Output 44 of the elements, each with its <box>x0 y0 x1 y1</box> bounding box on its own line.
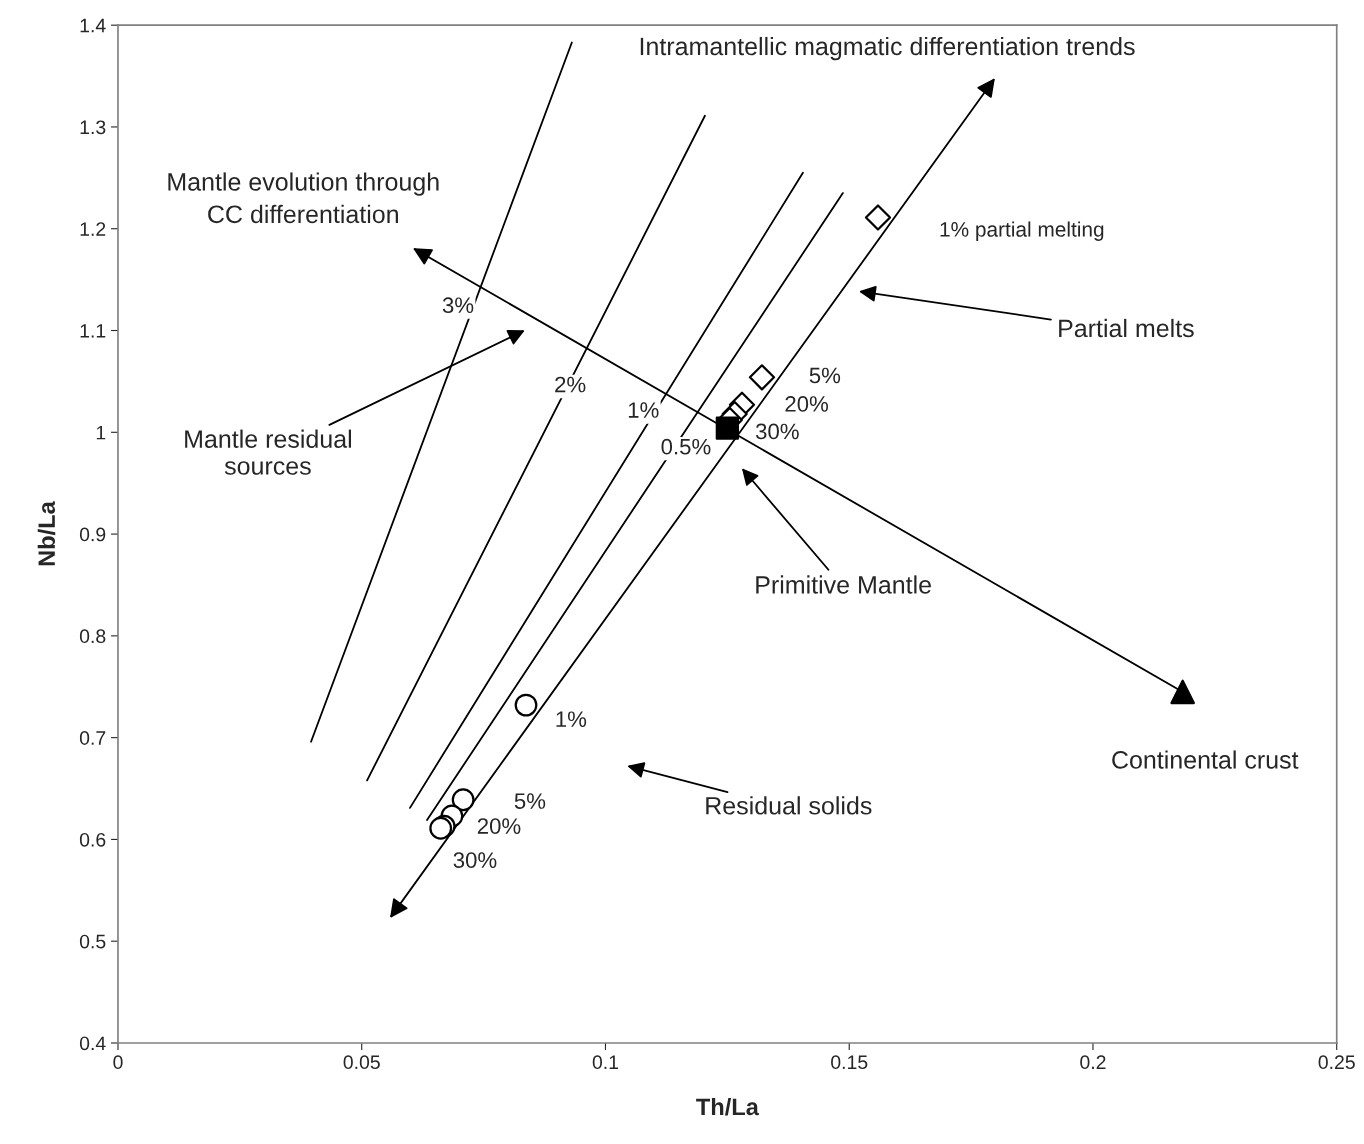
point <box>514 693 538 717</box>
y-tick-label: 1 <box>96 425 106 440</box>
y-tick-label: 1.3 <box>80 120 106 135</box>
annotation: 3% <box>442 297 474 314</box>
annotation: 2% <box>555 376 586 393</box>
annotation: 20% <box>785 396 829 412</box>
y-tick-label: 1.4 <box>80 18 106 33</box>
point <box>451 788 475 812</box>
annotation: Mantle evolution through CC differentiation <box>168 172 439 224</box>
annotation: 0.5% <box>661 438 711 455</box>
x-tick-label: 0.05 <box>343 1055 380 1070</box>
x-tick-label: 0.1 <box>592 1055 619 1070</box>
x-tick-label: 0.25 <box>1318 1055 1355 1070</box>
annotation: 5% <box>809 367 841 384</box>
y-tick-label: 0.9 <box>79 527 106 542</box>
point <box>715 416 739 440</box>
annotation: Primitive Mantle <box>756 575 931 594</box>
point <box>1170 679 1195 705</box>
x-tick-label: 0.2 <box>1080 1055 1106 1070</box>
x-axis-title: Th/La <box>696 1097 759 1116</box>
annotation: 1% <box>556 711 587 727</box>
annotation: Partial melts <box>1059 318 1194 338</box>
annotation: Residual solids <box>706 796 872 815</box>
annotation: Continental crust <box>1112 750 1299 769</box>
annotation: 20% <box>477 818 521 834</box>
annotation: Intramantellic magmatic differentiation trends <box>640 36 1135 61</box>
y-tick-label: 0.4 <box>79 1036 106 1051</box>
y-tick-label: 1.1 <box>80 324 106 338</box>
y-tick-label: 1.2 <box>80 222 106 236</box>
point <box>748 364 776 391</box>
y-tick-label: 0.7 <box>79 731 106 745</box>
x-tick-label: 0 <box>113 1055 123 1070</box>
y-tick-label: 0.8 <box>79 629 106 644</box>
annotation: 1% partial melting <box>940 221 1104 241</box>
annotation: 30% <box>755 423 799 440</box>
x-tick-label: 0.15 <box>831 1055 868 1070</box>
annotation: Mantle residual sources <box>185 429 351 475</box>
annotation: 1% <box>628 402 659 418</box>
y-tick-label: 0.6 <box>79 832 106 847</box>
y-axis-title: Nb/La <box>37 501 56 566</box>
point <box>864 204 892 231</box>
y-tick-label: 0.5 <box>79 934 106 949</box>
annotation: 5% <box>514 793 546 809</box>
annotation: 30% <box>453 852 497 868</box>
